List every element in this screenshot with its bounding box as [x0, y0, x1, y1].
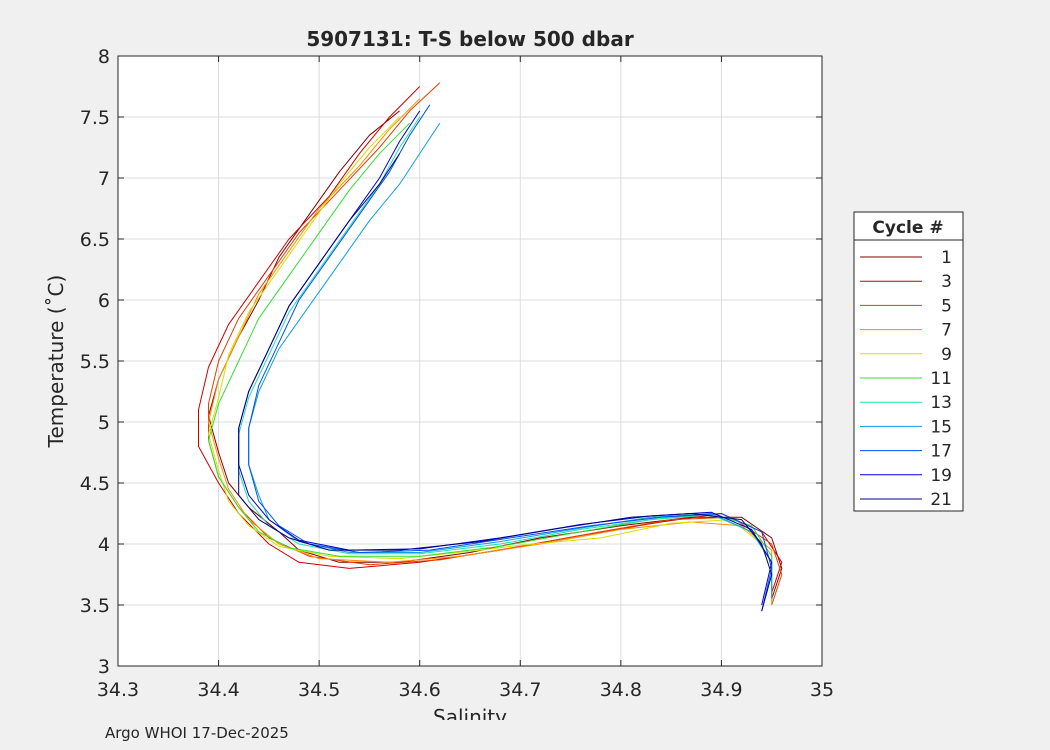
y-tick-label: 5.5: [80, 351, 110, 373]
y-tick-label: 6: [98, 290, 110, 312]
x-tick-label: 34.8: [600, 679, 642, 701]
y-tick-label: 3.5: [80, 595, 110, 617]
x-tick-label: 35: [810, 679, 834, 701]
y-tick-label: 8: [98, 46, 110, 68]
legend-box: [853, 211, 964, 512]
chart-title: 5907131: T-S below 500 dbar: [306, 27, 634, 51]
y-tick-label: 6.5: [80, 229, 110, 251]
x-ticks: 34.3 34.4 34.5 34.6 34.7 34.8 34.9 35: [97, 56, 834, 701]
x-tick-label: 34.5: [298, 679, 340, 701]
x-axis-label: Salinity: [433, 705, 507, 720]
series-line-cycle-21: [238, 153, 773, 612]
series-line-cycle-13: [238, 116, 773, 593]
legend-label-cycle-9: 9: [941, 345, 952, 365]
x-tick-label: 34.9: [700, 679, 742, 701]
grid: [118, 56, 822, 666]
y-ticks: 3 3.5 4 4.5 5 5.5 6 6.5 7 7.5 8: [80, 46, 822, 678]
legend-label-cycle-7: 7: [941, 321, 952, 341]
series-line-cycle-9: [208, 116, 773, 599]
series-line-cycle-11: [208, 122, 773, 593]
legend-title: Cycle #: [872, 218, 943, 238]
legend-label-cycle-15: 15: [930, 417, 952, 437]
y-tick-label: 4.5: [80, 473, 110, 495]
y-tick-label: 4: [98, 534, 110, 556]
chart: 34.3 34.4 34.5 34.6 34.7 34.8 34.9 35 33.544.55…: [44, 27, 964, 729]
legend-label-cycle-19: 19: [930, 466, 952, 486]
legend-label-cycle-21: 21: [930, 490, 952, 510]
y-tick-label: 3: [98, 656, 110, 678]
footer-text: Argo WHOI 17-Dec-2025: [105, 724, 289, 742]
series-line-cycle-17: [248, 104, 773, 612]
y-tick-label: 7.5: [80, 107, 110, 129]
y-axis-label: Temperature (˚C): [44, 275, 68, 449]
legend-label-cycle-1: 1: [941, 248, 952, 268]
y-tick-label: 5: [98, 412, 110, 434]
y-tick-label: 7: [98, 168, 110, 190]
x-tick-label: 34.7: [499, 679, 541, 701]
legend-label-cycle-17: 17: [930, 442, 952, 462]
x-tick-label: 34.4: [197, 679, 239, 701]
legend-label-cycle-3: 3: [941, 272, 952, 292]
legend-label-cycle-5: 5: [941, 296, 952, 316]
x-tick-label: 34.6: [399, 679, 441, 701]
series-group: [198, 82, 783, 612]
legend-label-cycle-11: 11: [930, 369, 952, 389]
x-tick-label: 34.3: [97, 679, 139, 701]
legend-label-cycle-13: 13: [930, 393, 952, 413]
